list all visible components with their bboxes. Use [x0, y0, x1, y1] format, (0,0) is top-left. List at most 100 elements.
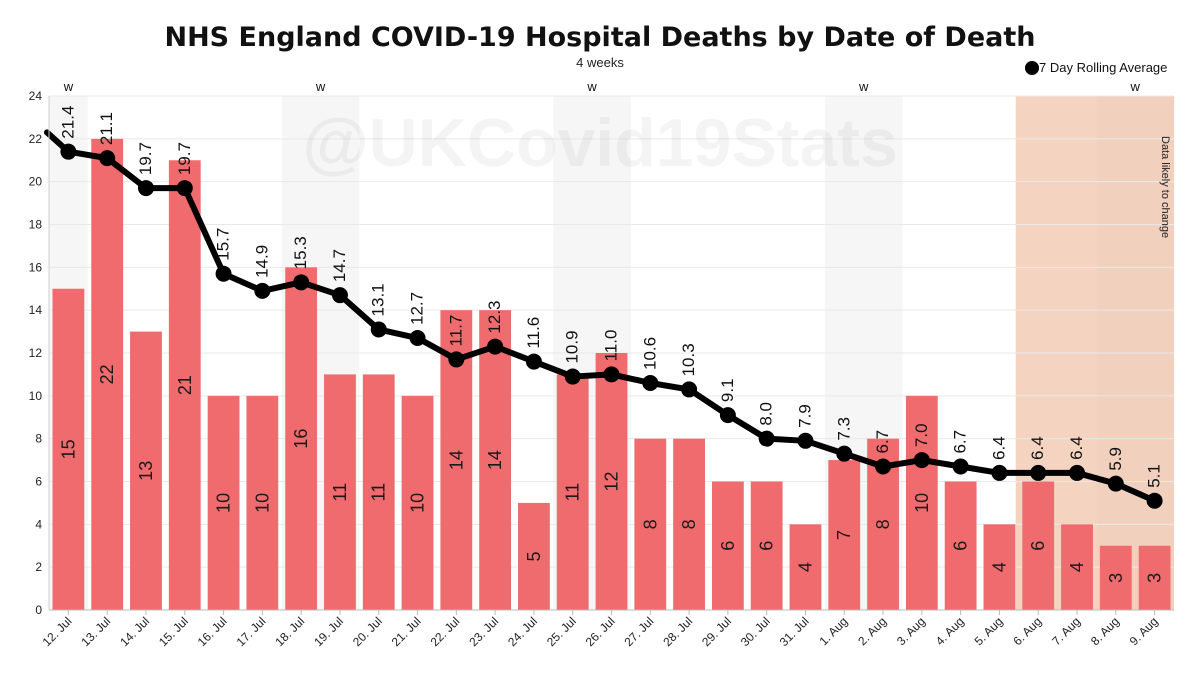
bar-label: 11	[330, 483, 350, 502]
rolling-average-point	[487, 338, 504, 355]
bar	[673, 438, 705, 610]
rolling-average-label: 6.4	[989, 436, 1008, 460]
bar-label: 10	[252, 493, 272, 513]
rolling-average-point	[176, 180, 193, 197]
rolling-average-label: 13.1	[369, 283, 388, 316]
bar-label: 14	[485, 450, 505, 470]
bar-label: 14	[446, 450, 466, 470]
bar-label: 8	[640, 519, 660, 529]
rolling-average-label: 19.7	[175, 142, 194, 175]
x-tick-label: 19. Jul	[311, 614, 346, 649]
rolling-average-point	[642, 374, 659, 391]
rolling-average-point	[1069, 464, 1086, 481]
x-tick-label: 23. Jul	[466, 614, 501, 649]
bar	[1138, 545, 1171, 610]
bar	[983, 524, 1016, 610]
rolling-average-label: 15.7	[214, 228, 233, 261]
rolling-average-label: 11.6	[524, 317, 543, 349]
rolling-average-label: 7.3	[834, 417, 853, 441]
bar	[401, 395, 434, 610]
bar-label: 11	[369, 483, 389, 502]
bar	[905, 395, 938, 610]
rolling-average-point	[525, 353, 542, 370]
rolling-average-series: 21.4 21.1 19.7 19.7 15.7 14.9 15.3 14.7 13.1 12.7…	[44, 106, 1164, 509]
rolling-average-label: 21.4	[58, 106, 77, 139]
legend[interactable]: 7 Day Rolling Average	[1025, 60, 1167, 75]
x-tick-label: 29. Jul	[699, 614, 734, 649]
y-tick-label: 22	[29, 132, 43, 146]
x-tick-label: 16. Jul	[195, 614, 230, 649]
rolling-average-point	[370, 321, 387, 338]
chart-title: NHS England COVID-19 Hospital Deaths by …	[164, 22, 1035, 53]
bar-label: 6	[757, 541, 777, 551]
rolling-average-label: 7.9	[795, 404, 814, 428]
bar-label: 4	[795, 562, 815, 572]
rolling-average-label: 10.6	[640, 337, 659, 370]
x-tick-label: 12. Jul	[40, 614, 75, 649]
rolling-average-point	[913, 452, 930, 469]
bar	[1061, 524, 1093, 610]
bar	[518, 502, 550, 610]
x-tick-label: 20. Jul	[350, 614, 385, 649]
bar-label: 6	[951, 541, 971, 551]
x-tick-label: 8. Aug	[1088, 614, 1122, 648]
x-tick-label: 22. Jul	[428, 614, 463, 649]
legend-marker	[1025, 61, 1039, 75]
bar	[595, 353, 628, 610]
rolling-average-point	[564, 368, 581, 385]
bar	[246, 395, 279, 610]
week-mark: w	[586, 79, 597, 94]
rolling-average-label: 7.0	[912, 423, 931, 447]
week-mark: w	[63, 79, 74, 94]
x-tick-label: 28. Jul	[660, 614, 695, 649]
rolling-average-label: 19.7	[136, 142, 155, 175]
bar-label: 10	[214, 493, 234, 513]
y-tick-label: 10	[29, 389, 43, 403]
bar-label: 16	[291, 429, 311, 449]
rolling-average-label: 11.7	[446, 315, 465, 347]
bar-label: 6	[718, 541, 738, 551]
y-tick-label: 24	[29, 89, 43, 103]
rolling-average-point	[293, 274, 310, 291]
bar	[52, 288, 85, 610]
bar-label: 10	[408, 493, 428, 513]
rolling-average-label: 6.7	[951, 430, 970, 454]
rolling-average-point	[758, 430, 775, 447]
bar	[479, 310, 512, 610]
bar	[168, 160, 201, 610]
rolling-average-label: 5.1	[1145, 464, 1164, 488]
y-tick-label: 6	[35, 475, 42, 489]
rolling-average-point	[719, 407, 736, 424]
rolling-average-label: 14.9	[252, 245, 271, 278]
x-tick-label: 14. Jul	[117, 614, 152, 649]
x-tick-label: 25. Jul	[544, 614, 579, 649]
x-tick-label: 24. Jul	[505, 614, 540, 649]
week-mark: w	[1130, 79, 1141, 94]
x-tick-label: 9. Aug	[1127, 614, 1161, 648]
x-tick-label: 4. Aug	[933, 614, 967, 648]
bar-label: 4	[1067, 562, 1087, 572]
bar-label: 3	[1106, 573, 1126, 583]
chart-subtitle: 4 weeks	[576, 55, 624, 70]
y-tick-label: 20	[29, 175, 43, 189]
bar	[130, 331, 162, 610]
x-tick-label: 6. Aug	[1010, 614, 1044, 648]
rolling-average-label: 5.9	[1106, 447, 1125, 471]
rolling-average-label: 14.7	[330, 249, 349, 282]
bar-series: 15 22 13 21 10 10 16 11 11 10 14 14 5 11 12 8 8 6 6 4 7 8 10 6 4…	[52, 138, 1171, 611]
x-tick-label: 31. Jul	[777, 614, 812, 649]
bar-label: 8	[873, 519, 893, 529]
bar	[324, 374, 356, 610]
bar	[91, 138, 124, 611]
bar	[711, 481, 744, 610]
legend-label: 7 Day Rolling Average	[1039, 60, 1167, 75]
rolling-average-label: 11.0	[602, 330, 621, 362]
rolling-average-label: 10.3	[679, 343, 698, 376]
x-tick-label: 1. Aug	[816, 614, 850, 648]
bar-label: 8	[679, 519, 699, 529]
rolling-average-point	[1107, 475, 1124, 492]
bar	[750, 481, 783, 610]
bar	[634, 438, 667, 610]
